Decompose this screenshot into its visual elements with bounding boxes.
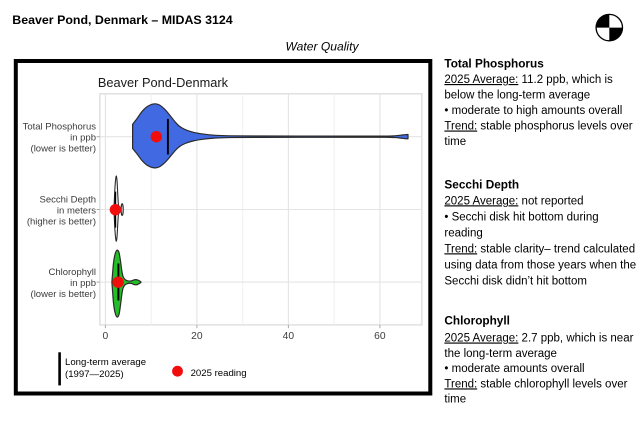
svg-text:Secchi disk didn’t hit bottom: Secchi disk didn’t hit bottom [444, 275, 587, 287]
svg-text:60: 60 [374, 331, 386, 342]
svg-text:using data from those years wh: using data from those years when the [444, 259, 636, 271]
svg-text:0: 0 [103, 331, 109, 342]
svg-text:Chlorophyll: Chlorophyll [444, 313, 510, 327]
svg-text:Beaver Pond, Denmark – MIDAS 3: Beaver Pond, Denmark – MIDAS 3124 [12, 13, 232, 27]
svg-text:in meters: in meters [57, 206, 96, 217]
svg-text:Trend: stable clarity– trend c: Trend: stable clarity– trend calculated [444, 243, 635, 255]
svg-text:20: 20 [191, 331, 203, 342]
svg-text:below the long-term average: below the long-term average [444, 90, 590, 102]
svg-text:• Secchi disk hit bottom durin: • Secchi disk hit bottom during [444, 211, 598, 223]
svg-text:Chlorophyll: Chlorophyll [48, 267, 96, 278]
svg-text:Secchi Depth: Secchi Depth [444, 177, 519, 191]
svg-text:2025 Average: 2.7 ppb, which i: 2025 Average: 2.7 ppb, which is near [444, 333, 633, 345]
svg-text:(lower is better): (lower is better) [31, 289, 96, 300]
svg-text:time: time [444, 136, 466, 148]
svg-text:40: 40 [283, 331, 295, 342]
svg-text:the long-term average: the long-term average [444, 348, 557, 360]
svg-text:Long-term average: Long-term average [65, 357, 146, 368]
svg-text:time: time [444, 394, 466, 406]
svg-text:(lower is better): (lower is better) [31, 144, 96, 155]
svg-text:2025 Average: 11.2 ppb, which: 2025 Average: 11.2 ppb, which is [444, 74, 613, 86]
svg-text:Trend: stable phosphorus level: Trend: stable phosphorus levels over [444, 121, 632, 133]
svg-text:(higher is better): (higher is better) [27, 217, 96, 228]
svg-text:(1997—2025): (1997—2025) [65, 369, 124, 380]
svg-text:• moderate to high amounts ove: • moderate to high amounts overall [444, 105, 622, 117]
svg-text:Total Phosphorus: Total Phosphorus [23, 122, 97, 133]
svg-text:Secchi Depth: Secchi Depth [39, 195, 96, 206]
svg-text:Water Quality: Water Quality [285, 39, 359, 53]
svg-text:2025 Average: not reported: 2025 Average: not reported [444, 195, 583, 207]
svg-text:reading: reading [444, 227, 482, 239]
svg-text:in ppb: in ppb [70, 278, 96, 289]
svg-text:Beaver Pond-Denmark: Beaver Pond-Denmark [98, 75, 229, 90]
svg-text:2025 reading: 2025 reading [191, 368, 247, 379]
svg-text:in ppb: in ppb [70, 133, 96, 144]
svg-text:Total Phosphorus: Total Phosphorus [444, 57, 544, 71]
svg-text:Trend: stable chlorophyll leve: Trend: stable chlorophyll levels over [444, 378, 627, 390]
svg-text:• moderate amounts overall: • moderate amounts overall [444, 363, 584, 375]
